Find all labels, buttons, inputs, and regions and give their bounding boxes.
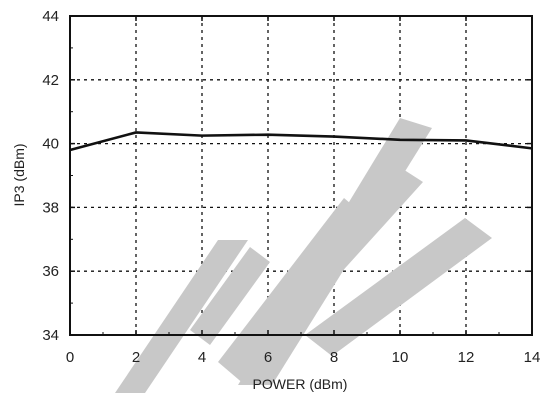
series-layer [69, 131, 533, 152]
y-tick-label: 44 [42, 8, 59, 25]
watermark [115, 118, 492, 393]
watermark-stroke-1 [115, 240, 248, 393]
x-tick-label: 12 [458, 349, 475, 366]
x-tick-label: 0 [66, 349, 74, 366]
axes [69, 15, 533, 336]
watermark-stroke-5 [272, 164, 423, 318]
series-line-0 [69, 131, 533, 152]
y-axis-label: IP3 (dBm) [11, 143, 27, 206]
y-tick-label: 36 [42, 263, 59, 280]
tick-labels: 0 2 4 6 8 10 12 14 34 36 38 40 42 44 [42, 8, 540, 366]
data-point [267, 134, 269, 136]
x-axis-label: POWER (dBm) [253, 376, 348, 392]
x-tick-label: 4 [198, 349, 206, 366]
x-tick-label: 8 [330, 349, 338, 366]
x-tick-label: 6 [264, 349, 272, 366]
y-tick-label: 34 [42, 327, 59, 344]
x-tick-label: 14 [524, 349, 541, 366]
watermark-stroke-2 [190, 247, 270, 345]
data-point [531, 147, 533, 149]
watermark-stroke-6 [305, 218, 492, 356]
x-tick-label: 10 [392, 349, 409, 366]
x-tick-label: 2 [132, 349, 140, 366]
data-point [399, 139, 401, 141]
y-tick-label: 38 [42, 199, 59, 216]
data-point [333, 135, 335, 138]
data-point [135, 131, 137, 134]
y-tick-label: 42 [42, 72, 59, 89]
data-point [465, 139, 467, 142]
data-point [201, 135, 203, 137]
y-tick-label: 40 [42, 136, 59, 153]
data-point [69, 149, 71, 151]
